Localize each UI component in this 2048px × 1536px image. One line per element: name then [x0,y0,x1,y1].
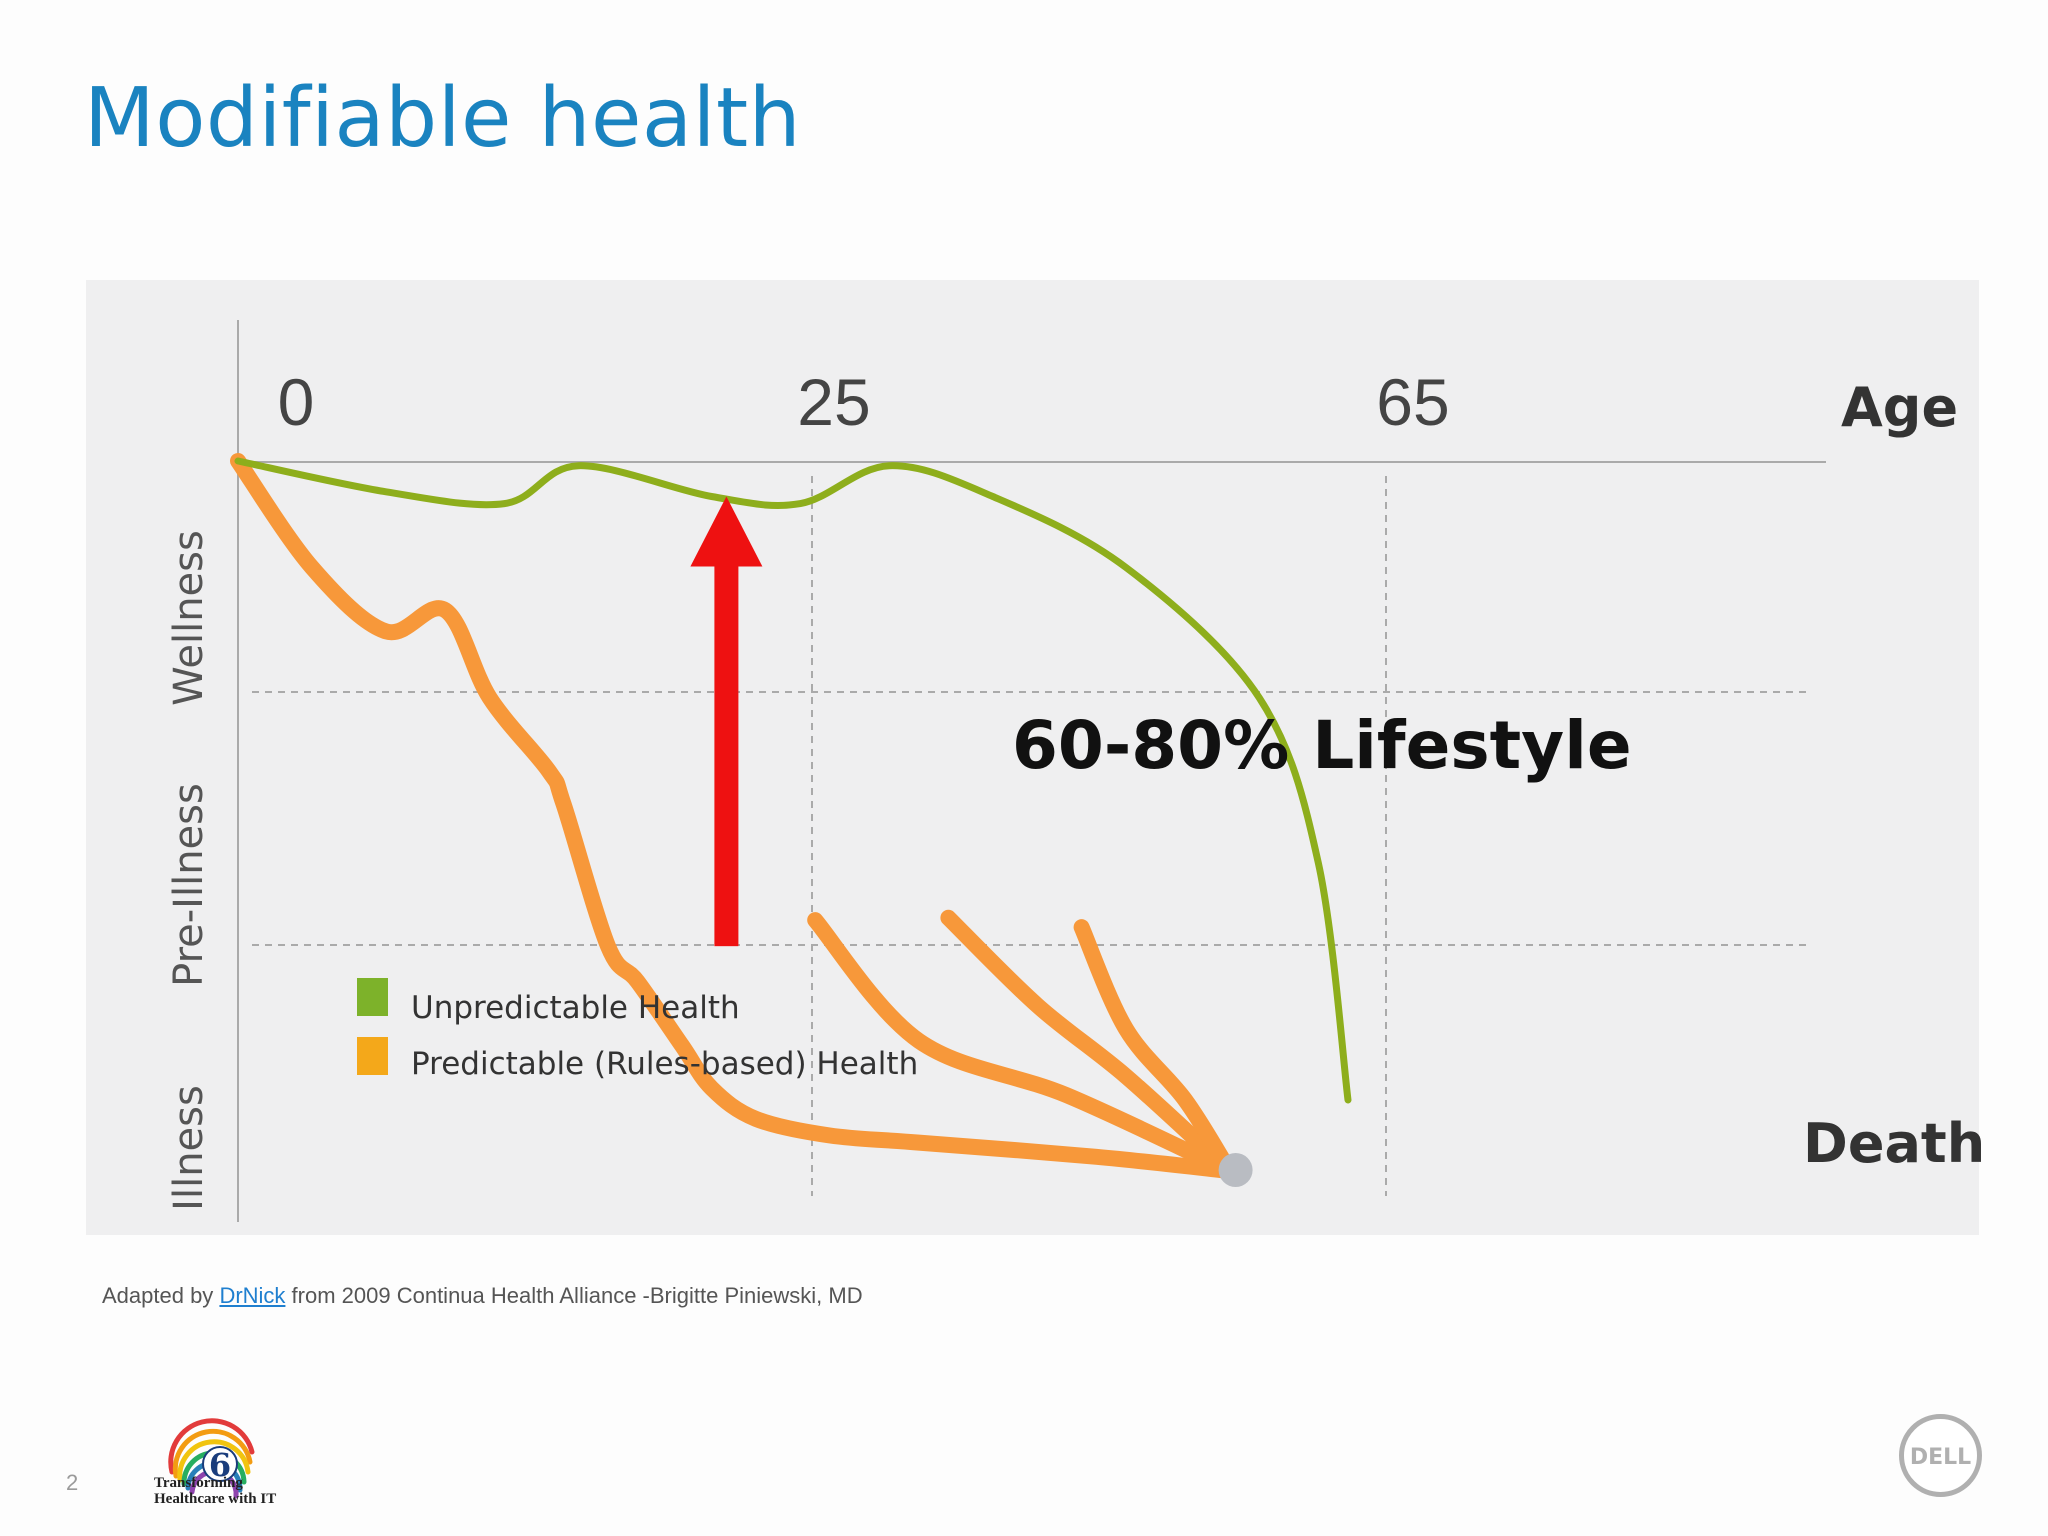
source-suffix: from 2009 Continua Health Alliance -Brig… [285,1283,863,1308]
transforming-healthcare-label: Transforming Healthcare with IT [154,1475,277,1507]
predictable-health-line [230,453,1238,1179]
unpredictable-health-line [234,457,1352,1104]
logo-number: 6 [209,1446,231,1484]
source-prefix: Adapted by [102,1283,220,1308]
y-category-label-illness: Illness [166,1085,212,1211]
source-citation: Adapted by DrNick from 2009 Continua Hea… [102,1283,863,1309]
drnick-link[interactable]: DrNick [219,1283,286,1308]
legend-label-unpredictable: Unpredictable Health [411,990,740,1026]
legend-label-predictable: Predictable (Rules-based) Health [411,1046,918,1082]
y-category-label-preillness: Pre-Illness [166,783,212,987]
legend-swatch-unpredictable [357,978,388,1016]
y-category-label-wellness: Wellness [166,530,212,706]
lifestyle-arrow-head [690,496,763,567]
rainbow-swirl-icon [168,1418,255,1499]
x-tick-label-25: 25 [797,365,870,439]
predictable-branch-line-2 [807,912,1238,1179]
transforming-healthcare-logo: 6 [168,1418,255,1499]
dell-logo-text: DELL [1910,1445,1971,1470]
dell-logo: DELL [1899,1414,1982,1497]
page-number: 2 [66,1470,79,1495]
lifestyle-arrow-shaft [714,564,739,947]
predictable-branch-line-1 [1073,919,1238,1179]
x-tick-label-65: 65 [1376,365,1449,439]
death-point-marker [1218,1153,1253,1187]
legend-swatch-predictable [357,1037,388,1075]
death-label: Death [1803,1112,1985,1175]
x-tick-label-0: 0 [278,365,315,439]
lifestyle-annotation: 60-80% Lifestyle [1012,707,1632,784]
x-axis-label: Age [1841,376,1958,439]
page-title: Modifiable health [84,71,802,166]
predictable-branch-line-3 [940,909,1238,1179]
